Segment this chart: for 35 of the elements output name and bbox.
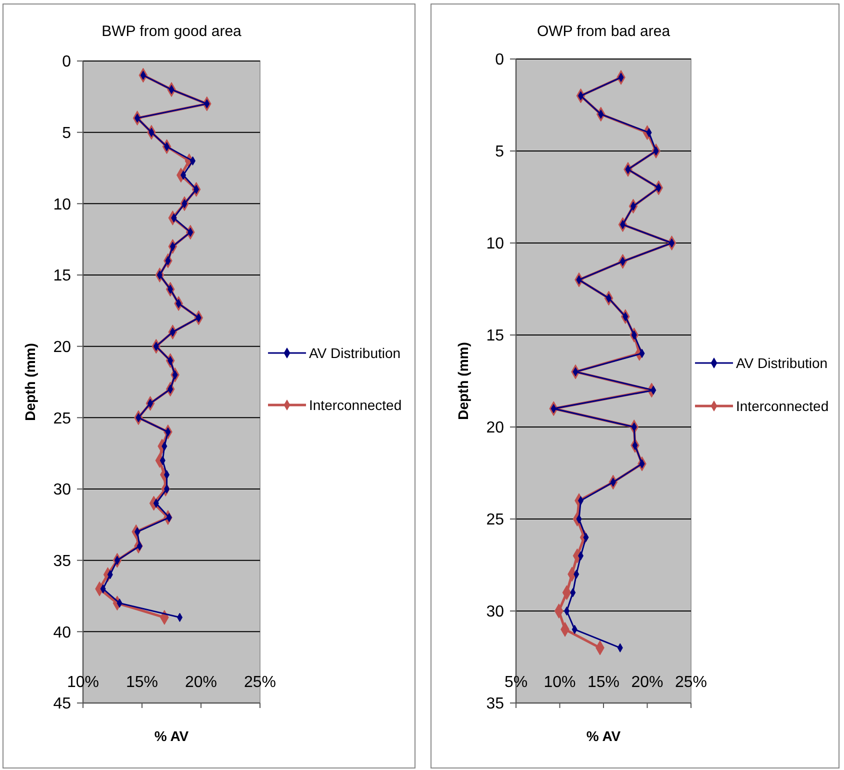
- y-tick-label: 0: [62, 54, 72, 71]
- x-axis-title: % AV: [586, 728, 622, 744]
- x-tick-label: 25%: [244, 674, 276, 691]
- y-tick-label: 15: [53, 268, 72, 285]
- x-tick-label: 20%: [631, 674, 664, 691]
- y-tick-label: 20: [53, 338, 72, 356]
- x-tick-label: 15%: [126, 674, 158, 691]
- y-tick-label: 10: [486, 236, 504, 253]
- x-tick-label: 20%: [184, 674, 218, 691]
- chart-title: BWP from good area: [102, 23, 242, 40]
- y-tick-label: 0: [495, 52, 504, 69]
- y-tick-label: 20: [486, 420, 504, 437]
- y-tick-label: 45: [53, 696, 72, 713]
- legend-label: Interconnected: [309, 396, 402, 413]
- legend-label: Interconnected: [736, 398, 829, 414]
- y-axis-title: Depth (mm): [22, 343, 38, 421]
- y-tick-label: 30: [53, 482, 72, 499]
- y-tick-label: 35: [486, 696, 504, 713]
- x-axis-title: % AV: [154, 728, 190, 744]
- y-tick-label: 35: [53, 552, 72, 570]
- y-tick-label: 5: [495, 144, 504, 161]
- y-tick-label: 40: [53, 624, 72, 642]
- y-tick-label: 10: [53, 196, 72, 214]
- x-tick-label: 10%: [544, 674, 576, 691]
- y-tick-label: 30: [486, 604, 504, 621]
- y-tick-label: 25: [53, 410, 72, 428]
- y-tick-label: 5: [62, 124, 72, 142]
- x-tick-label: 15%: [587, 674, 620, 691]
- y-tick-label: 25: [486, 512, 504, 529]
- chart-title: OWP from bad area: [536, 23, 671, 40]
- legend-label: AV Distribution: [309, 344, 401, 361]
- legend-label: AV Distribution: [736, 354, 828, 371]
- y-tick-label: 15: [486, 328, 504, 345]
- x-tick-label: 25%: [674, 674, 708, 691]
- y-axis-title: Depth (mm): [455, 342, 471, 420]
